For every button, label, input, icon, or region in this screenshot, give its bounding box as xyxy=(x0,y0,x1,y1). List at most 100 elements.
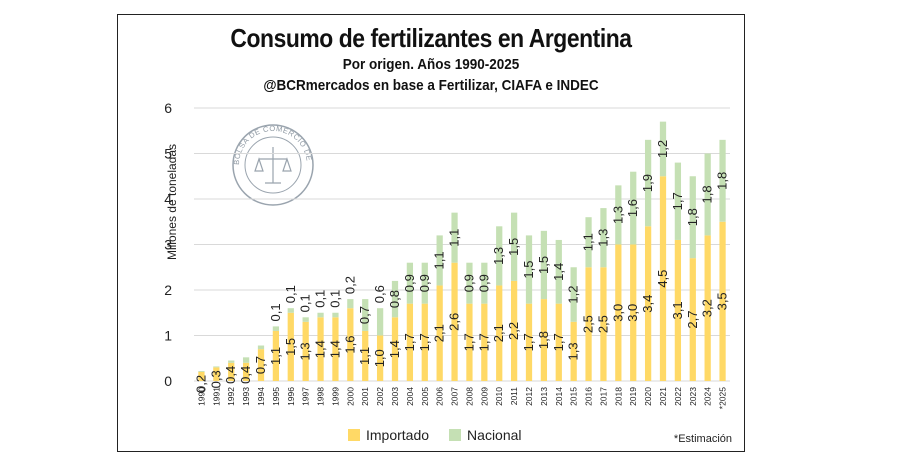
data-label-nacional: 0,2 xyxy=(342,276,357,294)
bar-nacional xyxy=(525,235,533,304)
bar-importado xyxy=(570,321,577,381)
bar-importado xyxy=(615,244,622,381)
legend-swatch-nacional xyxy=(449,429,462,441)
data-label-importado: 1,4 xyxy=(313,340,328,358)
bar-nacional xyxy=(317,312,324,318)
data-label-importado: 1,7 xyxy=(476,333,491,351)
bar-nacional xyxy=(376,308,384,336)
bar-importado xyxy=(332,317,339,381)
bar-nacional xyxy=(391,280,399,318)
bar-importado xyxy=(630,244,637,381)
bar-importado xyxy=(347,308,354,381)
data-label-nacional: 0,1 xyxy=(327,290,342,308)
data-label-nacional: 1,5 xyxy=(536,256,551,274)
data-label-importado: 0,4 xyxy=(238,366,253,384)
data-label-importado: 0,7 xyxy=(253,356,268,374)
data-label-importado: 1,0 xyxy=(372,349,387,367)
bar-nacional xyxy=(540,230,548,300)
bar-nacional xyxy=(451,212,458,263)
data-label-importado: 2,1 xyxy=(432,324,447,342)
data-label-nacional: 0,9 xyxy=(461,274,476,292)
bar-nacional xyxy=(481,262,488,304)
data-label-nacional: 1,8 xyxy=(700,185,715,203)
bar-nacional xyxy=(704,153,711,236)
x-tick-label: 2019 xyxy=(628,387,638,406)
bar-importado xyxy=(510,280,518,381)
data-label-importado: 1,5 xyxy=(283,338,298,356)
data-label-nacional: 1,5 xyxy=(521,260,536,278)
bar-importado xyxy=(257,349,265,381)
data-label-nacional: 0,8 xyxy=(387,290,402,308)
x-tick-label: 2002 xyxy=(375,387,385,406)
data-label-importado: 2,2 xyxy=(506,322,521,340)
data-label-nacional: 0,9 xyxy=(476,274,491,292)
x-tick-label: 2001 xyxy=(360,387,370,406)
data-label-nacional: 1,8 xyxy=(715,172,730,190)
bar-importado xyxy=(525,303,533,381)
data-label-nacional: 0,7 xyxy=(357,306,372,324)
data-label-importado: 1,8 xyxy=(536,331,551,349)
data-label-nacional: 0,6 xyxy=(372,285,387,303)
data-label-nacional: 1,2 xyxy=(566,286,581,304)
bar-nacional xyxy=(674,162,682,240)
data-label-importado: 3,5 xyxy=(715,292,730,310)
data-label-importado: 1,7 xyxy=(551,333,566,351)
bar-nacional xyxy=(719,139,726,222)
data-label-nacional: 0,1 xyxy=(268,303,283,321)
seal-outer-ring xyxy=(232,124,314,206)
data-label-importado: 1,6 xyxy=(342,336,357,354)
chart-source: @BCRmercados en base a Fertilizar, CIAFA… xyxy=(263,77,599,94)
data-label-importado: 1,4 xyxy=(387,340,402,358)
bar-importado xyxy=(466,303,473,381)
x-tick-label: 2023 xyxy=(688,387,698,406)
data-label-importado: 1,3 xyxy=(566,342,581,360)
bar-nacional xyxy=(302,317,309,322)
data-label-importado: 1,4 xyxy=(327,340,342,358)
x-tick-label: 2008 xyxy=(464,387,474,406)
data-label-nacional: 0,1 xyxy=(298,294,313,312)
bar-importado xyxy=(555,303,562,381)
bar-nacional xyxy=(496,226,503,286)
bar-nacional xyxy=(466,262,473,304)
x-tick-label: 2000 xyxy=(345,387,355,406)
legend-item-importado: Importado xyxy=(348,427,429,443)
data-label-nacional: 0,9 xyxy=(402,274,417,292)
data-label-importado: 1,7 xyxy=(402,333,417,351)
x-tick-label: 1998 xyxy=(316,387,326,406)
data-label-nacional: 1,5 xyxy=(506,238,521,256)
bar-nacional xyxy=(644,139,652,227)
x-tick-label: 1996 xyxy=(286,387,296,406)
bar-nacional xyxy=(242,357,250,363)
data-label-nacional: 1,6 xyxy=(625,199,640,217)
data-label-nacional: 1,3 xyxy=(595,229,610,247)
x-tick-label: 2022 xyxy=(673,387,683,406)
data-label-importado: 3,4 xyxy=(640,295,655,313)
x-tick-label: 2004 xyxy=(405,387,415,406)
x-tick-label: 2014 xyxy=(554,387,564,406)
data-label-nacional: 1,8 xyxy=(685,208,700,226)
y-tick-label: 4 xyxy=(164,191,172,207)
bar-chart: BOLSA DE COMERCIO DE ROSARIO01234560,219… xyxy=(118,15,730,409)
bar-importado xyxy=(644,226,652,381)
data-label-importado: 3,0 xyxy=(610,304,625,322)
bar-importado xyxy=(302,321,309,381)
chart-subtitle: Por origen. Años 1990-2025 xyxy=(342,56,520,73)
x-tick-label: 2005 xyxy=(420,387,430,406)
data-label-nacional: 1,9 xyxy=(640,174,655,192)
data-label-importado: 1,7 xyxy=(521,333,536,351)
y-tick-label: 1 xyxy=(164,328,172,344)
bar-importado xyxy=(213,367,220,381)
data-label-nacional: 1,3 xyxy=(610,206,625,224)
bar-importado xyxy=(272,330,280,381)
x-tick-label: 2024 xyxy=(703,387,713,406)
data-label-nacional: 1,1 xyxy=(432,251,447,269)
bar-nacional xyxy=(555,239,562,304)
data-label-nacional: 1,1 xyxy=(581,233,596,251)
bar-nacional xyxy=(287,308,294,313)
y-tick-label: 6 xyxy=(164,100,172,116)
bar-importado xyxy=(317,317,324,381)
bar-importado xyxy=(198,371,205,381)
bar-importado xyxy=(362,330,369,381)
bar-nacional xyxy=(272,326,280,331)
bar-importado xyxy=(451,262,458,381)
